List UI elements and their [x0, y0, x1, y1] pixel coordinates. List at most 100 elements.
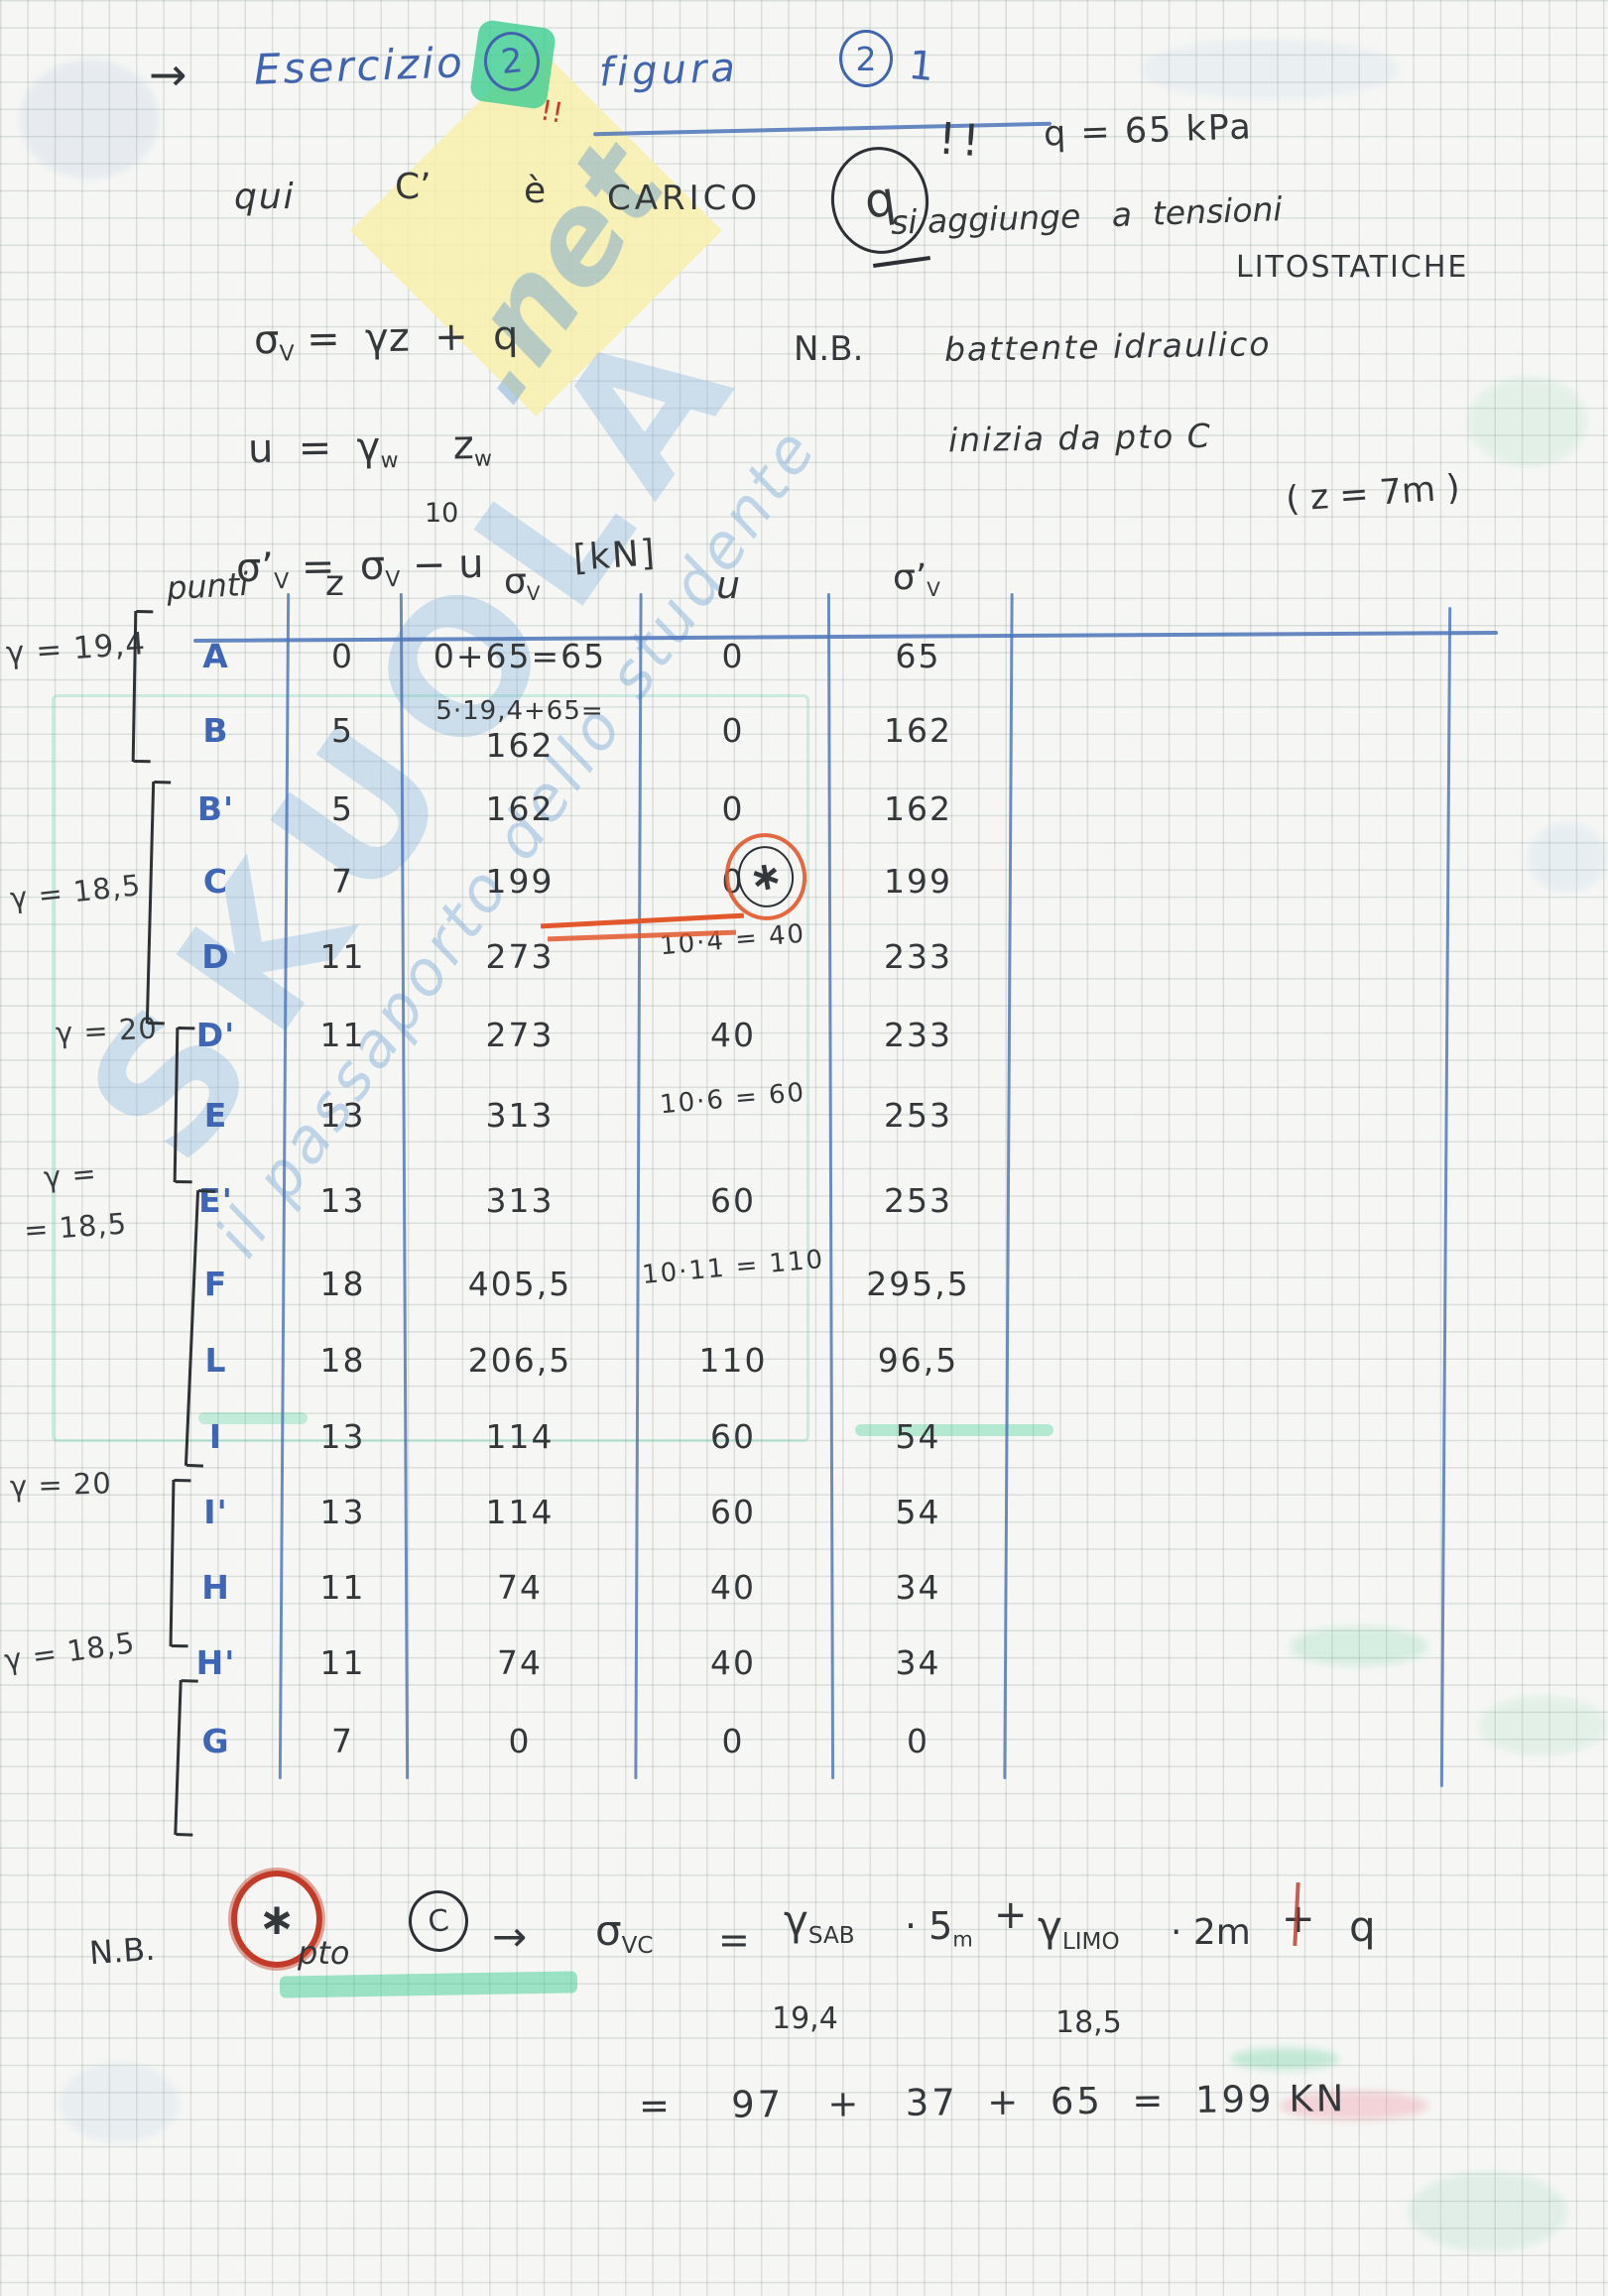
sigma-v-value: 74	[497, 1642, 543, 1682]
nb-line2: inizia da pto C	[947, 416, 1213, 460]
footer-result: = 97 + 37 + 65 = 199 KN	[638, 2077, 1347, 2127]
f3-sub: V	[274, 568, 290, 595]
point-label: B'	[196, 788, 235, 828]
table-margin-rule	[1439, 607, 1452, 1787]
f2-zsub: w	[473, 446, 493, 472]
z-value: 18	[319, 1264, 366, 1303]
sigma-v-value: 273	[485, 1015, 555, 1054]
skuolanet-watermark-tld: .net	[418, 114, 694, 431]
sigma-v-calc: 5·19,4+65=	[435, 695, 604, 726]
green-highlight-pto	[279, 1971, 578, 1998]
f2-lhs: u = γ	[247, 423, 381, 473]
table-row: D 11 273 10·4 = 40 233	[149, 918, 1022, 994]
gamma-label: γ = 19,4	[4, 626, 148, 671]
header-u: u	[716, 563, 741, 607]
sigma-v-value: 206,5	[467, 1340, 572, 1380]
header-sigma-v: σV	[504, 561, 540, 605]
sigma-eff-value: 199	[884, 861, 952, 901]
table-row: B 5 5·19,4+65= 162 0 162	[149, 686, 1022, 774]
bleed-mark	[60, 2063, 179, 2142]
u-value: 0	[721, 788, 745, 828]
aggiunge-line1: si aggiunge a tensioni	[890, 189, 1284, 242]
title-figura: figura	[598, 45, 740, 96]
q-circle-dash	[873, 255, 930, 269]
sigma-eff-value: 233	[884, 936, 952, 976]
footer-gamma-sab: γSAB	[784, 1896, 855, 1949]
sigma-eff-value: 162	[884, 788, 952, 828]
bleed-mark	[1230, 2048, 1339, 2070]
u-value: 60	[710, 1416, 756, 1456]
sigma-v-value: 313	[485, 1095, 555, 1135]
watermark-tld-text: .net	[418, 118, 693, 427]
u-calc: 10·4 = 40	[659, 918, 807, 962]
sigma-v-value: 199	[485, 861, 555, 901]
sigma-eff-value: 253	[884, 1180, 952, 1220]
formula-sigma-eff: σ’V = σV − u	[236, 542, 484, 595]
z-value: 7	[331, 1721, 354, 1760]
footer-eq: =	[718, 1918, 750, 1962]
point-label: E	[203, 1095, 228, 1135]
gamma-sab-sub: SAB	[807, 1923, 855, 1950]
gamma-label: γ = 18,5	[2, 1625, 138, 1678]
sigma-v-value: 313	[485, 1180, 555, 1220]
intro-bangs: !!	[936, 113, 988, 168]
z-value: 13	[319, 1095, 366, 1135]
u-value: 40	[710, 1642, 756, 1682]
gamma-sab: γ	[784, 1896, 808, 1945]
title-num1: 2	[499, 40, 525, 83]
header-svp-sub: V	[927, 577, 940, 601]
times-5-sub: m	[952, 1927, 973, 1952]
point-label: C	[202, 861, 229, 901]
table-row: G 7 0 0 0	[149, 1700, 1022, 1781]
point-label: D	[201, 936, 230, 976]
sigma-v-value: 114	[485, 1492, 555, 1531]
table-row: I' 13 114 60 54	[149, 1474, 1022, 1549]
sigma-v-value: 405,5	[467, 1264, 572, 1303]
footer-sigma: σ	[595, 1906, 622, 1955]
sigma-v-value: 162	[485, 788, 555, 828]
bleed-mark	[1280, 2091, 1428, 2120]
bleed-mark	[20, 60, 159, 179]
intro-c: C’	[395, 167, 432, 207]
sigma-v-value: 114	[485, 1416, 555, 1456]
sigma-eff-value: 65	[895, 636, 941, 675]
nb-line1: battente idraulico	[943, 324, 1272, 369]
footer-gamma-limo: γLIMO	[1038, 1902, 1120, 1955]
gamma-sab-value: 19,4	[772, 2001, 838, 2036]
gamma-limo: γ	[1038, 1902, 1062, 1951]
z-value: 11	[319, 936, 366, 976]
title-num2: 2	[855, 39, 877, 78]
sigma-eff-value: 34	[895, 1567, 941, 1607]
sigma-eff-value: 54	[895, 1492, 941, 1531]
table-row: H' 11 74 40 34	[149, 1625, 1022, 1700]
sigma-v-value: 74	[497, 1567, 543, 1607]
u-value: 60	[710, 1492, 756, 1531]
formula-u-ten: 10	[425, 498, 459, 529]
sigma-v-value: 0+65=65	[433, 636, 607, 675]
circled-q: q	[823, 140, 936, 261]
asterisk-icon: ∗	[258, 1893, 296, 1945]
z-value: 18	[319, 1340, 366, 1380]
z-value: 0	[331, 636, 354, 675]
point-label: I	[208, 1416, 223, 1456]
table-row: E 13 313 10·6 = 60 253	[149, 1075, 1022, 1154]
point-label: G	[201, 1721, 230, 1760]
table-row: B' 5 162 0 162	[149, 774, 1022, 843]
point-label: F	[203, 1264, 228, 1303]
z-value: 11	[319, 1642, 366, 1682]
formula-sigma-v: σV = γz + q	[254, 313, 519, 367]
f2-sub: w	[380, 448, 399, 474]
sigma-eff-value: 96,5	[877, 1340, 959, 1380]
table-row: I 13 114 60 54	[149, 1398, 1022, 1474]
header-z: z	[325, 563, 344, 604]
bleed-mark	[1409, 2172, 1567, 2251]
footer-arrow-icon: →	[492, 1912, 528, 1961]
footer-times-2m: · 2m	[1171, 1912, 1251, 1953]
nb-line3: ( z = 7m )	[1284, 467, 1462, 521]
asterisk-icon: ∗	[745, 851, 787, 903]
u-value: 40	[710, 1015, 756, 1054]
table-row: F 18 405,5 10·11 = 110 295,5	[149, 1245, 1022, 1321]
sigma-v-value: 0	[508, 1721, 532, 1760]
u-value: 40	[710, 1567, 756, 1607]
